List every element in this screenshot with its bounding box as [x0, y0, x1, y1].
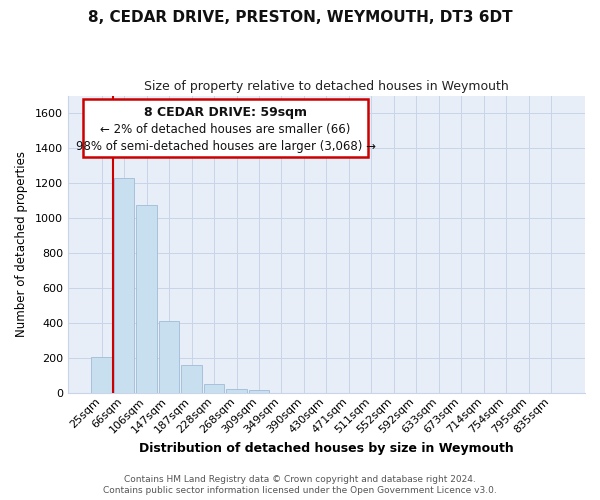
Text: ← 2% of detached houses are smaller (66): ← 2% of detached houses are smaller (66): [100, 124, 351, 136]
X-axis label: Distribution of detached houses by size in Weymouth: Distribution of detached houses by size …: [139, 442, 514, 455]
Bar: [136, 205, 157, 394]
Bar: [159, 322, 179, 394]
FancyBboxPatch shape: [83, 98, 368, 156]
Text: Contains HM Land Registry data © Crown copyright and database right 2024.: Contains HM Land Registry data © Crown c…: [124, 475, 476, 484]
Title: Size of property relative to detached houses in Weymouth: Size of property relative to detached ho…: [144, 80, 509, 93]
Text: 8 CEDAR DRIVE: 59sqm: 8 CEDAR DRIVE: 59sqm: [144, 106, 307, 120]
Bar: [114, 178, 134, 394]
Text: 98% of semi-detached houses are larger (3,068) →: 98% of semi-detached houses are larger (…: [76, 140, 376, 153]
Text: 8, CEDAR DRIVE, PRESTON, WEYMOUTH, DT3 6DT: 8, CEDAR DRIVE, PRESTON, WEYMOUTH, DT3 6…: [88, 10, 512, 25]
Bar: [91, 358, 112, 394]
Bar: [249, 390, 269, 394]
Text: Contains public sector information licensed under the Open Government Licence v3: Contains public sector information licen…: [103, 486, 497, 495]
Y-axis label: Number of detached properties: Number of detached properties: [15, 152, 28, 338]
Bar: [204, 384, 224, 394]
Bar: [226, 389, 247, 394]
Bar: [181, 366, 202, 394]
